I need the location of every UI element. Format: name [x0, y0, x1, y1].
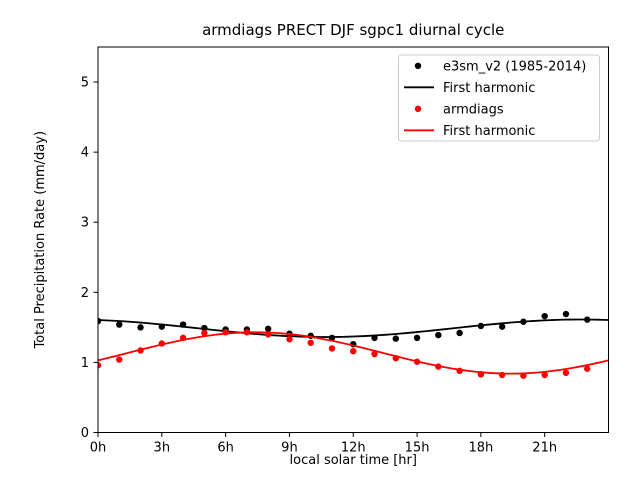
x-tick-label: 6h	[217, 441, 234, 456]
harmonic-line-1	[98, 318, 609, 338]
data-point	[328, 345, 336, 352]
y-tick-label: 5	[81, 76, 89, 91]
data-point	[201, 329, 208, 337]
y-tick-label: 0	[81, 426, 89, 441]
legend-entry: First harmonic	[404, 124, 535, 139]
data-point	[286, 336, 293, 343]
legend-box	[398, 54, 600, 142]
x-tick-label: 21h	[532, 441, 557, 456]
legend: e3sm_v2 (1985-2014) First harmonic armdiag…	[398, 54, 600, 142]
x-tick-label: 9h	[281, 441, 298, 456]
data-point	[498, 323, 506, 330]
legend-entry: First harmonic	[404, 81, 535, 96]
y-tick-label: 1	[81, 356, 89, 371]
legend-label: e3sm_v2 (1985-2014)	[443, 59, 586, 74]
legend-entry: e3sm_v2 (1985-2014)	[414, 59, 586, 74]
x-tick-label: 3h	[154, 441, 171, 456]
data-point	[116, 356, 123, 363]
data-point	[541, 312, 548, 320]
data-point	[541, 371, 548, 379]
legend-marker-dot	[414, 62, 422, 69]
x-tick-label: 15h	[405, 441, 430, 456]
x-axis-label: local solar time [hr]	[290, 453, 417, 468]
data-point	[307, 339, 314, 346]
x-tick-label: 18h	[468, 441, 493, 456]
legend-label: First harmonic	[443, 81, 535, 96]
legend-marker-dot	[414, 105, 422, 113]
y-tick-label: 2	[81, 286, 89, 301]
x-tick-label: 12h	[341, 441, 366, 456]
data-point	[456, 329, 463, 337]
data-point	[137, 324, 144, 331]
legend-label: armdiags	[443, 102, 504, 117]
data-point	[584, 365, 591, 372]
x-tick-label: 0h	[90, 441, 107, 456]
y-tick-label: 3	[81, 216, 89, 231]
data-point	[562, 310, 570, 318]
data-point	[392, 335, 399, 342]
data-point	[350, 347, 357, 355]
data-point	[562, 369, 570, 377]
legend-entry: armdiags	[414, 102, 504, 117]
data-point	[435, 331, 442, 339]
data-point	[98, 362, 102, 369]
plot-data-region	[98, 310, 609, 379]
data-point	[264, 325, 272, 332]
data-point	[116, 321, 123, 328]
harmonic-line-3	[98, 331, 609, 375]
chart-title: armdiags PRECT DJF sgpc1 diurnal cycle	[202, 21, 504, 39]
y-tick-label: 4	[81, 146, 89, 161]
data-point	[371, 350, 378, 358]
data-point	[413, 334, 421, 342]
y-axis-label: Total Precipitation Rate (mm/day)	[33, 131, 48, 350]
legend-label: First harmonic	[443, 124, 535, 139]
